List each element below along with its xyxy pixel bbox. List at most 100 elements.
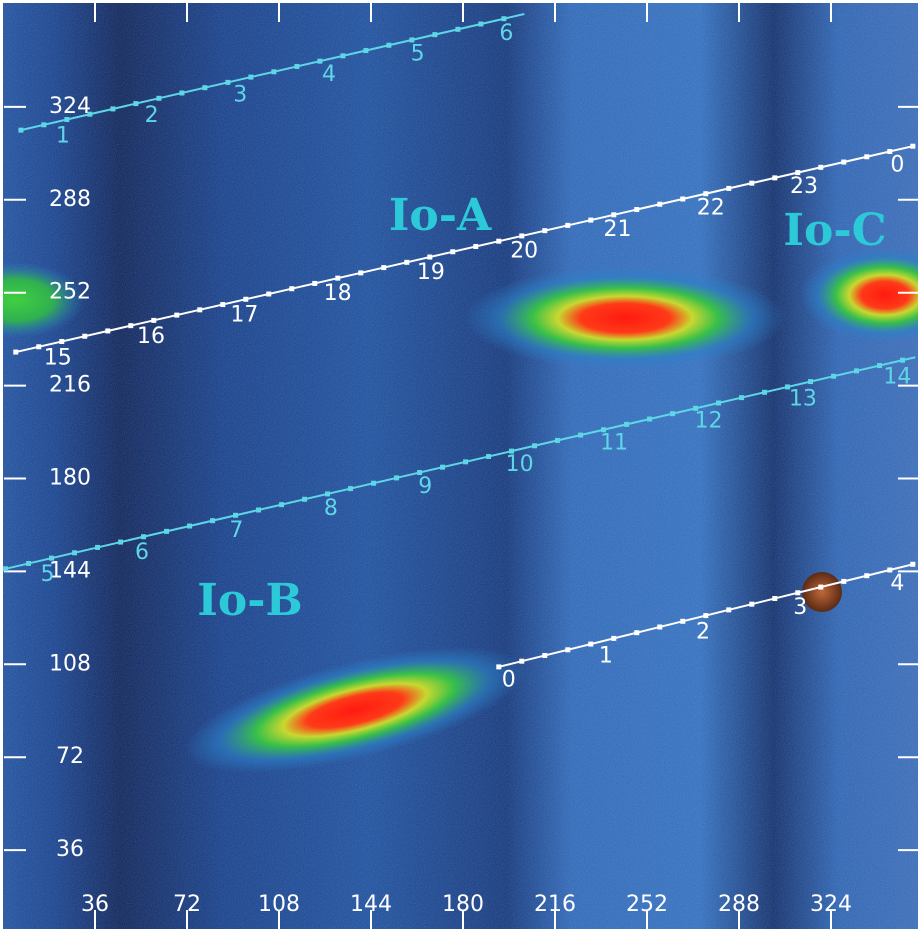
track-dot: [496, 238, 502, 244]
track-dot: [657, 201, 663, 207]
track-dot: [64, 117, 70, 123]
track-dot: [519, 658, 525, 664]
track-dot: [95, 544, 101, 550]
y-tick-label: 144: [49, 558, 91, 583]
track-dot: [105, 328, 111, 334]
track-dot: [647, 416, 653, 422]
track-label: 14: [883, 364, 911, 389]
y-tick-label: 36: [56, 837, 84, 862]
track-dot: [82, 333, 88, 339]
track-dot: [18, 127, 24, 133]
track-dot: [624, 421, 630, 427]
y-tick-label: 252: [49, 280, 91, 305]
track-dot: [325, 491, 331, 497]
track-dot: [532, 443, 538, 449]
track-dot: [289, 286, 295, 292]
hotspot: [800, 247, 921, 343]
track-dot: [455, 26, 461, 32]
track-dot: [496, 664, 502, 670]
track-dot: [49, 555, 55, 561]
track-dot: [818, 584, 824, 590]
track-label: 1: [56, 123, 70, 148]
track-label: 5: [411, 42, 425, 67]
x-tick-label: 288: [718, 892, 760, 917]
track-dot: [156, 95, 162, 101]
emission-regions: [0, 247, 921, 773]
track-label: 15: [44, 345, 72, 370]
track-dot: [87, 111, 93, 117]
y-tick-label: 288: [49, 187, 91, 212]
y-tick-label: 72: [56, 744, 84, 769]
track-dot: [202, 85, 208, 91]
track-label: 17: [230, 303, 258, 328]
track-dot: [164, 528, 170, 534]
track-dot: [473, 243, 479, 249]
track-label: 2: [145, 103, 159, 128]
x-tick-label: 216: [534, 892, 576, 917]
track-label: 4: [890, 571, 904, 596]
x-tick-label: 36: [81, 892, 109, 917]
track-dot: [381, 265, 387, 271]
track-label: 4: [322, 62, 336, 87]
track-dot: [887, 148, 893, 154]
track-dot: [233, 512, 239, 518]
track-dot: [174, 312, 180, 318]
track-dot: [348, 486, 354, 492]
track-label: 6: [135, 540, 149, 565]
x-tick-label: 324: [810, 892, 852, 917]
track-label: 2: [696, 619, 710, 644]
track-dot: [601, 427, 607, 433]
track-dot: [409, 37, 415, 43]
track-label: 22: [697, 196, 725, 221]
track-dot: [248, 74, 254, 80]
track-dot: [772, 175, 778, 181]
track-dot: [509, 448, 515, 454]
track-dot: [887, 567, 893, 573]
planet: [802, 572, 842, 612]
track-dot: [634, 630, 640, 636]
track-dot: [519, 233, 525, 239]
track-label: 8: [324, 496, 338, 521]
track-dot: [179, 90, 185, 96]
track-line: [15, 144, 916, 354]
track-dot: [726, 185, 732, 191]
track-dot: [210, 518, 216, 524]
y-tick-label: 180: [49, 466, 91, 491]
track-dot: [141, 534, 147, 540]
track-dot: [225, 79, 231, 85]
track-dot: [772, 595, 778, 601]
track-dot: [588, 641, 594, 647]
track-dot: [118, 539, 124, 545]
track-dot: [220, 302, 226, 308]
track-label: 20: [510, 238, 538, 263]
track-dot: [910, 561, 916, 567]
y-tick-label: 108: [49, 651, 91, 676]
x-tick-label: 72: [173, 892, 201, 917]
track-dot: [565, 647, 571, 653]
track-dot: [555, 437, 561, 443]
track-dot: [133, 101, 139, 107]
track-dot: [808, 379, 814, 385]
track-dot: [578, 432, 584, 438]
track-dot: [749, 601, 755, 607]
annotation: Io-B: [197, 575, 302, 626]
track-dot: [703, 191, 709, 197]
track-label: 6: [499, 21, 513, 46]
track-dot: [187, 523, 193, 529]
track-dot: [841, 578, 847, 584]
track-dot: [854, 368, 860, 374]
track-dot: [565, 222, 571, 228]
track-label: 1: [599, 643, 613, 668]
track-dot: [478, 21, 484, 27]
track-dot: [501, 16, 507, 22]
track-dot: [417, 470, 423, 476]
track-label: 21: [603, 217, 631, 242]
track-dot: [726, 607, 732, 613]
track-dot: [340, 53, 346, 59]
hotspot: [184, 647, 526, 773]
track-dot: [611, 635, 617, 641]
track-dot: [394, 475, 400, 481]
track-label: 7: [229, 518, 243, 543]
